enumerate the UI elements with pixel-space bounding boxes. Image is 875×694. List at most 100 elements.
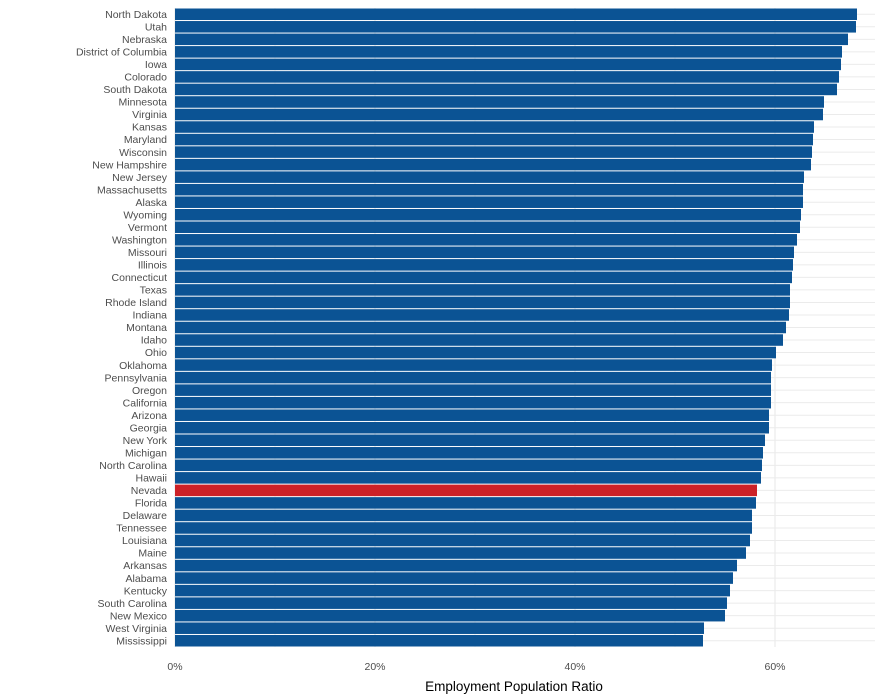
bar-north-dakota xyxy=(175,8,857,21)
bar-delaware xyxy=(175,509,752,522)
bar-maine xyxy=(175,547,746,559)
category-label: Illinois xyxy=(138,260,167,272)
bar-oregon xyxy=(175,384,771,396)
category-label: Virginia xyxy=(132,109,167,121)
bar-new-hampshire xyxy=(175,158,811,171)
category-label: New Hampshire xyxy=(92,159,167,171)
category-label: Montana xyxy=(126,322,167,334)
bar-south-dakota xyxy=(175,83,837,96)
bar-alabama xyxy=(175,572,733,584)
bar-rhode-island xyxy=(175,296,790,309)
bar-utah xyxy=(175,21,856,33)
category-label: Nevada xyxy=(131,485,167,497)
category-label: New York xyxy=(123,435,168,447)
bar-arkansas xyxy=(175,559,737,572)
category-label: Wisconsin xyxy=(119,147,167,159)
category-label: Pennsylvania xyxy=(105,372,168,384)
category-label: Washington xyxy=(112,234,167,246)
bar-colorado xyxy=(175,71,839,83)
bar-new-mexico xyxy=(175,609,725,622)
category-label: Arizona xyxy=(131,410,167,422)
bars-layer xyxy=(175,8,857,647)
bar-nevada xyxy=(175,484,757,497)
category-label: Mississippi xyxy=(116,635,167,647)
category-label: Arkansas xyxy=(123,560,167,572)
x-tick-label: 0% xyxy=(167,661,182,673)
category-label: District of Columbia xyxy=(76,47,167,59)
bar-new-york xyxy=(175,434,765,447)
category-label: Massachusetts xyxy=(97,184,167,196)
bar-district-of-columbia xyxy=(175,46,842,58)
bar-florida xyxy=(175,497,756,509)
bar-georgia xyxy=(175,421,769,434)
category-label: Delaware xyxy=(123,510,168,522)
category-label: Georgia xyxy=(130,422,168,434)
bar-connecticut xyxy=(175,271,792,284)
category-label: North Carolina xyxy=(99,460,167,472)
category-label: Louisiana xyxy=(122,535,167,547)
bar-california xyxy=(175,396,771,409)
category-label: Oregon xyxy=(132,385,167,397)
category-label: South Carolina xyxy=(98,598,168,610)
bar-ohio xyxy=(175,346,776,359)
category-label: Nebraska xyxy=(122,34,167,46)
category-label: Vermont xyxy=(128,222,167,234)
category-label: West Virginia xyxy=(106,623,168,635)
bar-mississippi xyxy=(175,634,703,647)
bar-west-virginia xyxy=(175,622,704,634)
category-label: New Mexico xyxy=(110,610,167,622)
bar-wisconsin xyxy=(175,146,812,158)
bar-massachusetts xyxy=(175,183,803,196)
bar-texas xyxy=(175,284,790,296)
category-label: Indiana xyxy=(133,310,168,322)
x-tick-label: 60% xyxy=(764,661,785,673)
category-label: Michigan xyxy=(125,447,167,459)
category-label: Wyoming xyxy=(123,209,167,221)
bar-illinois xyxy=(175,259,793,271)
x-axis-title: Employment Population Ratio xyxy=(425,679,603,694)
category-label: Maryland xyxy=(124,134,167,146)
bar-tennessee xyxy=(175,522,752,534)
bar-idaho xyxy=(175,334,783,346)
bar-washington xyxy=(175,234,797,246)
x-tick-labels: 0% 20% 40% 60% xyxy=(167,661,785,673)
bar-maryland xyxy=(175,133,813,146)
category-label: Maine xyxy=(138,548,167,560)
category-label: Kansas xyxy=(132,122,167,134)
category-label: Idaho xyxy=(141,335,167,347)
bar-nebraska xyxy=(175,33,848,46)
bar-oklahoma xyxy=(175,359,772,371)
category-label: Alabama xyxy=(126,573,168,585)
category-label: South Dakota xyxy=(103,84,167,96)
category-label: Tennessee xyxy=(116,523,167,535)
category-label: Ohio xyxy=(145,347,167,359)
category-label: Hawaii xyxy=(135,473,167,485)
category-label: North Dakota xyxy=(105,9,167,21)
category-label: Kentucky xyxy=(124,585,168,597)
bar-kansas xyxy=(175,121,814,133)
bar-north-carolina xyxy=(175,459,762,472)
category-label: Minnesota xyxy=(119,97,168,109)
bar-kentucky xyxy=(175,584,730,597)
x-tick-label: 20% xyxy=(364,661,385,673)
category-label: California xyxy=(123,397,168,409)
bar-minnesota xyxy=(175,96,824,108)
bar-arizona xyxy=(175,409,769,421)
bar-south-carolina xyxy=(175,597,727,609)
bar-vermont xyxy=(175,221,800,234)
category-label: Oklahoma xyxy=(119,360,167,372)
bar-louisiana xyxy=(175,534,750,547)
category-label: Alaska xyxy=(135,197,167,209)
bar-montana xyxy=(175,321,786,334)
category-label: Connecticut xyxy=(112,272,168,284)
category-label: Rhode Island xyxy=(105,297,167,309)
category-label: Colorado xyxy=(124,72,167,84)
bar-new-jersey xyxy=(175,171,804,183)
bar-indiana xyxy=(175,309,789,321)
bar-alaska xyxy=(175,196,803,208)
x-tick-label: 40% xyxy=(564,661,585,673)
bar-pennsylvania xyxy=(175,371,771,384)
bar-michigan xyxy=(175,447,763,459)
